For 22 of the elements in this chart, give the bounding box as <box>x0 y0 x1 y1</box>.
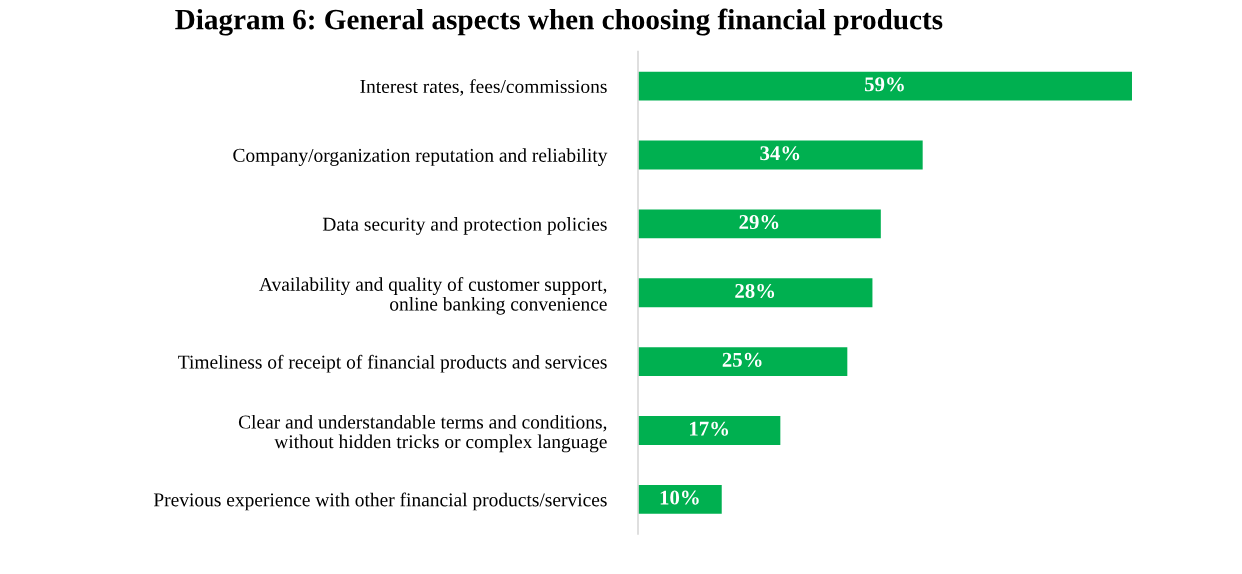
y-tick-label: Interest rates, fees/commissions <box>360 79 607 96</box>
bar <box>638 416 781 445</box>
chart-title: Diagram 6: General aspects when choosing financial products <box>175 8 943 36</box>
bar <box>638 209 881 239</box>
y-tick-label: Clear and understandable terms and conditions, without hidden tricks or complex language <box>238 414 607 453</box>
y-tick-label: Data security and protection policies <box>322 217 607 235</box>
y-tick-label: Timeliness of receipt of financial products and services <box>178 354 607 373</box>
data-label: 25% <box>722 352 762 367</box>
bar <box>638 140 923 170</box>
y-tick-label: Previous experience with other financial products/services <box>153 492 607 511</box>
bar <box>638 484 722 514</box>
data-label: 59% <box>865 77 904 92</box>
bar <box>638 347 848 377</box>
data-label: 34% <box>760 146 800 161</box>
y-tick-label: Availability and quality of customer support, online banking convenience <box>259 277 607 315</box>
bar <box>638 71 1132 101</box>
y-tick-label: Company/organization reputation and reliability <box>233 148 608 166</box>
data-label: 10% <box>660 490 699 505</box>
data-label: 29% <box>739 215 779 230</box>
data-label: 28% <box>735 283 775 299</box>
bar <box>638 278 873 308</box>
data-label: 17% <box>690 421 729 436</box>
